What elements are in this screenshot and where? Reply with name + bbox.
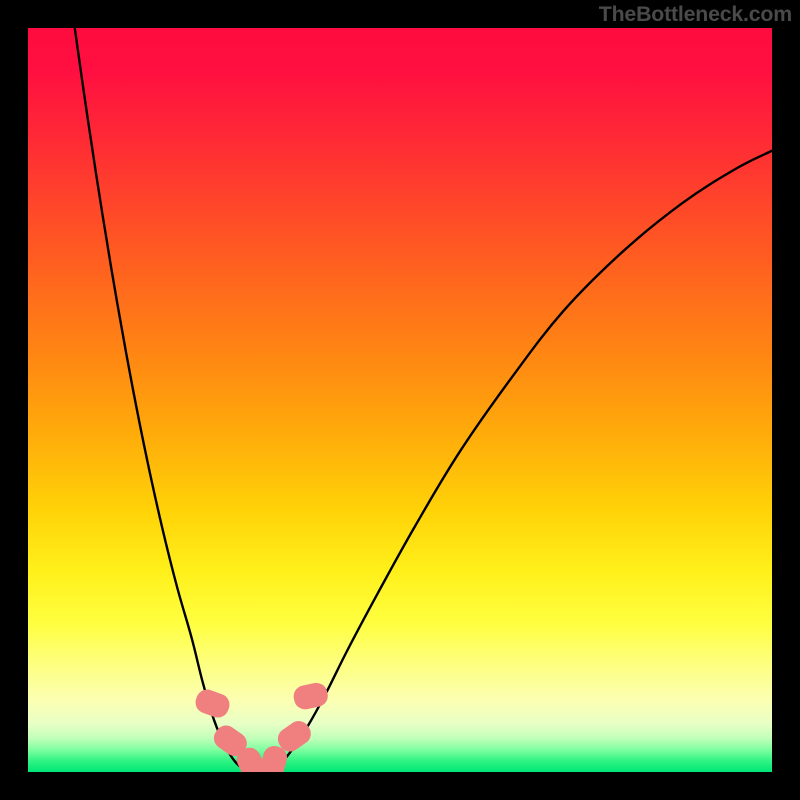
chart-frame: TheBottleneck.com [0, 0, 800, 800]
plot-area [28, 28, 772, 772]
watermark-label: TheBottleneck.com [599, 2, 792, 27]
gradient-background [28, 28, 772, 772]
chart-svg [28, 28, 772, 772]
